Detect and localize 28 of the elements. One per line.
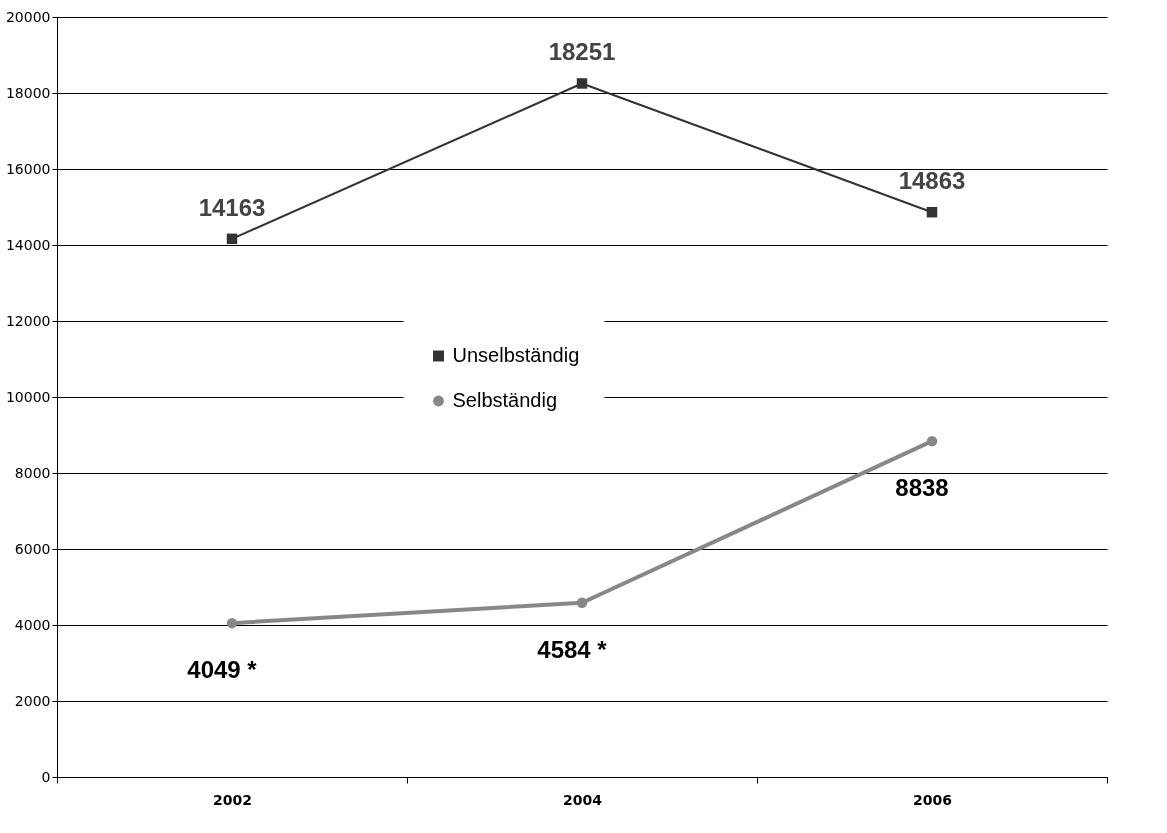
x-tick-label: 2006 — [913, 791, 952, 808]
point — [576, 597, 588, 609]
point — [576, 78, 588, 89]
point — [926, 435, 938, 447]
y-tick-label: 2000 — [14, 692, 51, 709]
y-tick-label: 4000 — [14, 616, 51, 633]
y-tick-label: 8000 — [14, 464, 51, 481]
y-tick-label: 14000 — [5, 236, 51, 253]
data-label: 4584 * — [537, 635, 608, 663]
data-label: 14863 — [898, 167, 966, 195]
y-tick-label: 6000 — [14, 540, 51, 557]
y-tick-label: 20000 — [5, 8, 51, 25]
point — [926, 206, 938, 218]
y-tick-label: 10000 — [5, 388, 51, 405]
y-tick-label: 0 — [41, 768, 51, 785]
y-tick-label: 16000 — [5, 160, 51, 177]
data-label: 14163 — [198, 193, 266, 221]
legend-label: Unselbständig — [452, 344, 580, 366]
point — [226, 233, 238, 245]
y-tick-label: 18000 — [5, 84, 51, 101]
data-label: 4049 * — [187, 656, 258, 684]
legend-label: Selbständig — [452, 389, 558, 411]
data-label: 8838 — [895, 474, 949, 502]
point — [226, 617, 238, 629]
y-tick-label: 12000 — [5, 312, 51, 329]
data-label: 18251 — [548, 38, 616, 66]
x-tick-label: 2004 — [563, 791, 603, 808]
x-tick-label: 2002 — [213, 791, 252, 808]
